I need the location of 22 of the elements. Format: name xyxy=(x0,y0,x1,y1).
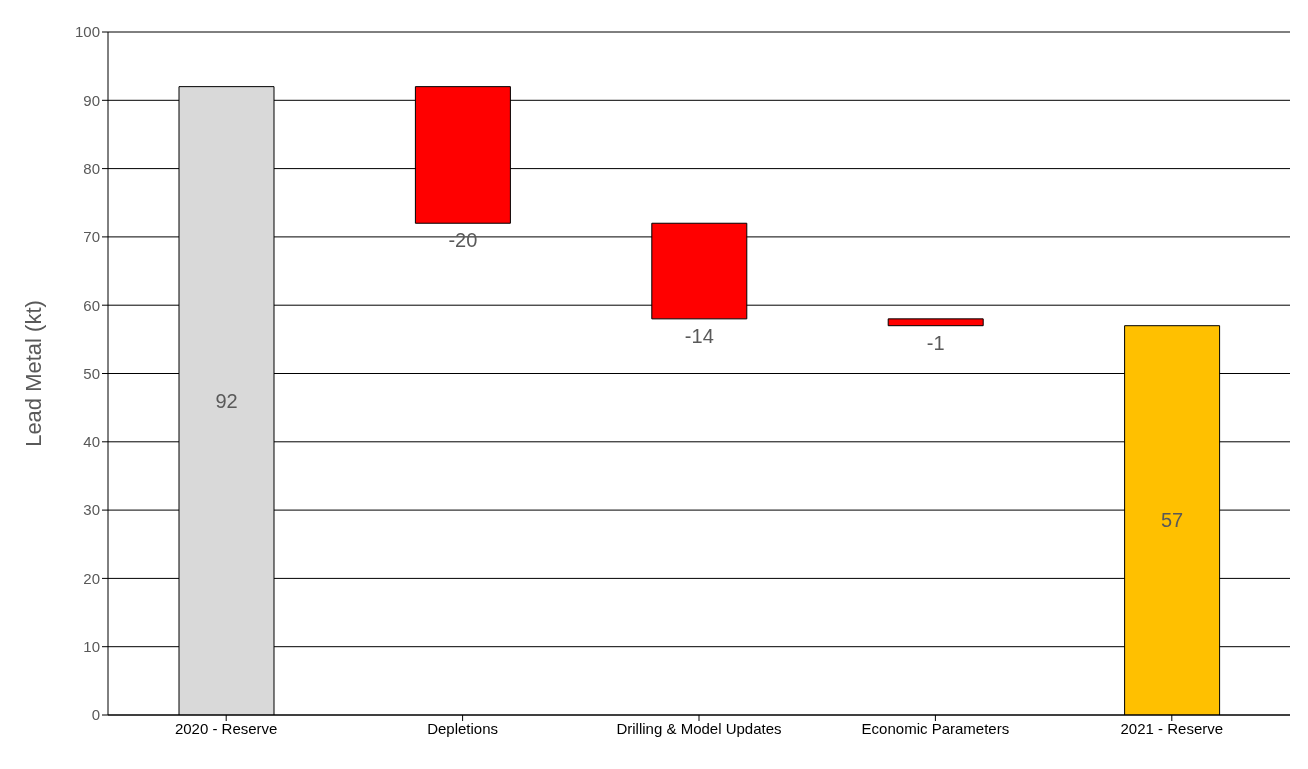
y-tick-label: 20 xyxy=(83,569,100,587)
x-tick-label: 2021 - Reserve xyxy=(1120,719,1224,737)
x-tick-label: 2020 - Reserve xyxy=(174,719,278,737)
y-tick-label: 0 xyxy=(91,706,100,724)
y-tick-label: 50 xyxy=(83,364,100,382)
y-tick-label: 30 xyxy=(83,501,100,519)
x-tick-label: Economic Parameters xyxy=(861,719,1010,737)
y-axis-title: Lead Metal (kt) xyxy=(20,300,46,447)
data-label: 57 xyxy=(1160,509,1184,532)
x-tick-label: Depletions xyxy=(427,719,499,737)
y-tick-label: 90 xyxy=(83,91,100,109)
y-tick-label: 70 xyxy=(83,228,100,246)
y-tick-label: 80 xyxy=(83,159,100,177)
y-tick-label: 60 xyxy=(83,296,100,314)
y-tick-label: 10 xyxy=(83,638,100,656)
data-label: -1 xyxy=(926,331,945,354)
data-label: 92 xyxy=(215,389,238,412)
bar xyxy=(887,318,984,327)
y-tick-label: 40 xyxy=(83,433,100,451)
x-tick-label: Drilling & Model Updates xyxy=(616,719,782,737)
data-label: -14 xyxy=(684,324,714,347)
y-tick-label: 100 xyxy=(74,23,100,41)
